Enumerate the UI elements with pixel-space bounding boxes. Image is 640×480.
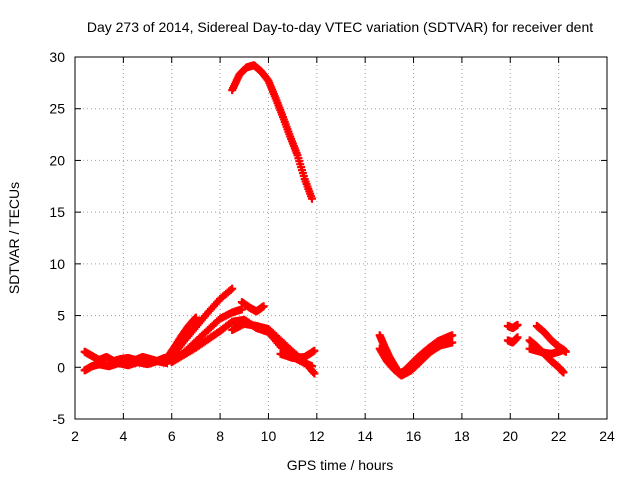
data-point [309,368,318,377]
plot-frame [74,56,608,420]
series-arc-l [375,338,457,380]
series-arc-high [228,61,316,203]
series-arc-k [375,331,457,378]
x-tick-label: 24 [599,428,615,444]
series-arc-m [503,320,522,332]
data-point [191,313,200,322]
y-tick-label: 0 [57,359,65,375]
y-tick-label: 25 [49,101,65,117]
series-arc-j [155,355,179,366]
series-arc-d [167,305,246,366]
chart-title: Day 273 of 2014, Sidereal Day-to-day VTE… [87,19,593,35]
x-tick-label: 4 [119,428,127,444]
data-point [226,285,235,294]
data-point [228,284,237,293]
y-tick-label: -5 [53,411,66,427]
data-point [561,347,570,356]
series-arc-i [276,346,319,362]
data-point [559,368,568,377]
series-arc-f [237,298,268,316]
y-tick-label: 15 [49,204,65,220]
x-tick-label: 12 [309,428,325,444]
y-axis-label: SDTVAR / TECUs [6,182,22,294]
x-tick-label: 8 [216,428,224,444]
y-tick-label: 10 [49,256,65,272]
series-arc-e [167,284,237,361]
data-point [513,333,522,342]
x-tick-label: 14 [357,428,373,444]
data-point [448,331,457,340]
x-tick-label: 10 [261,428,277,444]
data-point [310,346,319,355]
x-tick-label: 16 [406,428,422,444]
data-point [310,369,319,378]
x-tick-label: 6 [168,428,176,444]
x-axis-label: GPS time / hours [287,457,394,473]
y-tick-label: 5 [57,308,65,324]
data-point [513,320,522,329]
data-point [170,355,179,364]
x-tick-label: 2 [71,428,79,444]
x-tick-label: 18 [454,428,470,444]
data-point [259,302,268,311]
series-arc-c [162,313,200,362]
grid-lines [75,57,607,419]
y-tick-label: 30 [49,49,65,65]
data-point [448,338,457,347]
series-arc-q [532,321,570,356]
x-tick-label: 20 [502,428,518,444]
data-point [307,194,316,203]
series-arc-h [228,319,319,378]
y-tick-label: 20 [49,152,65,168]
series-arc-n [503,333,522,347]
x-tick-label: 22 [551,428,567,444]
data-points [80,61,570,380]
